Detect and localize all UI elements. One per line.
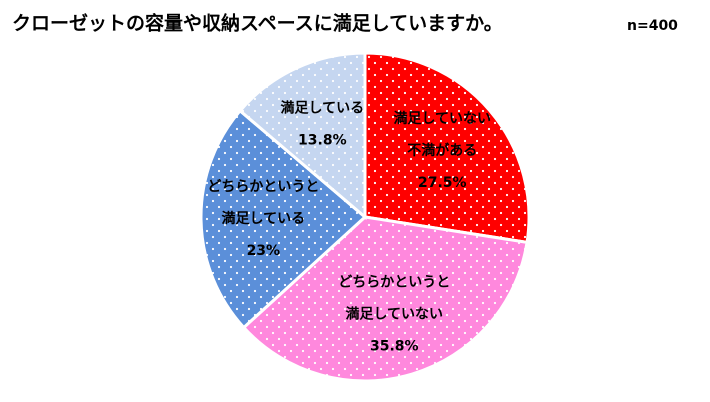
slice-label: どちらかというと — [207, 179, 319, 195]
value-label: 13.8% — [298, 133, 347, 149]
slice-label: 満足している — [222, 210, 306, 227]
value-label: 23% — [247, 243, 281, 259]
slice-label: 満足していない — [345, 305, 443, 322]
slice-label: 満足している — [281, 100, 365, 117]
pie-slice — [237, 51, 367, 221]
chart-title: クローゼットの容量や収納スペースに満足していますか。 — [12, 12, 503, 35]
pie-slice — [363, 51, 531, 245]
pie-slice — [199, 108, 368, 330]
slice-label: 不満がある — [407, 142, 477, 159]
slice-label: 満足していない — [393, 110, 491, 127]
slice-label: どちらかというと — [338, 274, 450, 290]
chart-subtitle: n=400 — [627, 18, 678, 34]
value-label: 35.8% — [370, 338, 419, 354]
value-label: 27.5% — [418, 175, 467, 191]
pie-slice — [241, 215, 529, 383]
